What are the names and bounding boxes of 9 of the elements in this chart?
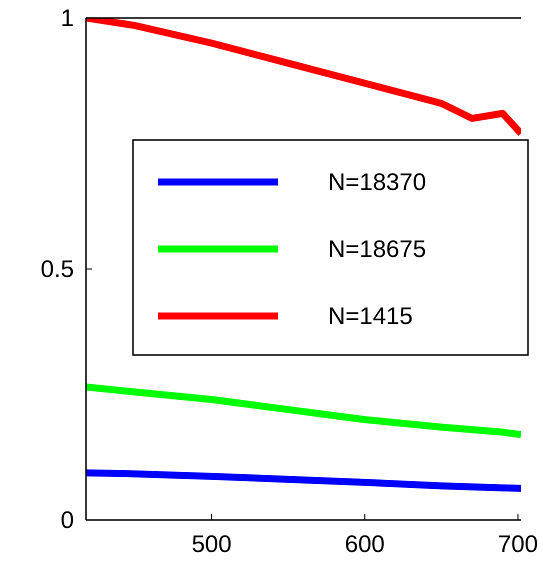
y-tick-label: 0.5 <box>40 256 74 283</box>
x-tick-label: 700 <box>498 531 538 558</box>
legend-label: N=18675 <box>328 236 426 263</box>
x-tick-label: 600 <box>344 531 385 558</box>
legend-label: N=1415 <box>328 303 413 330</box>
y-tick-label: 1 <box>60 5 74 32</box>
x-tick-label: 500 <box>192 531 232 558</box>
y-tick-label: 0 <box>60 507 74 534</box>
legend-label: N=18370 <box>328 169 426 196</box>
